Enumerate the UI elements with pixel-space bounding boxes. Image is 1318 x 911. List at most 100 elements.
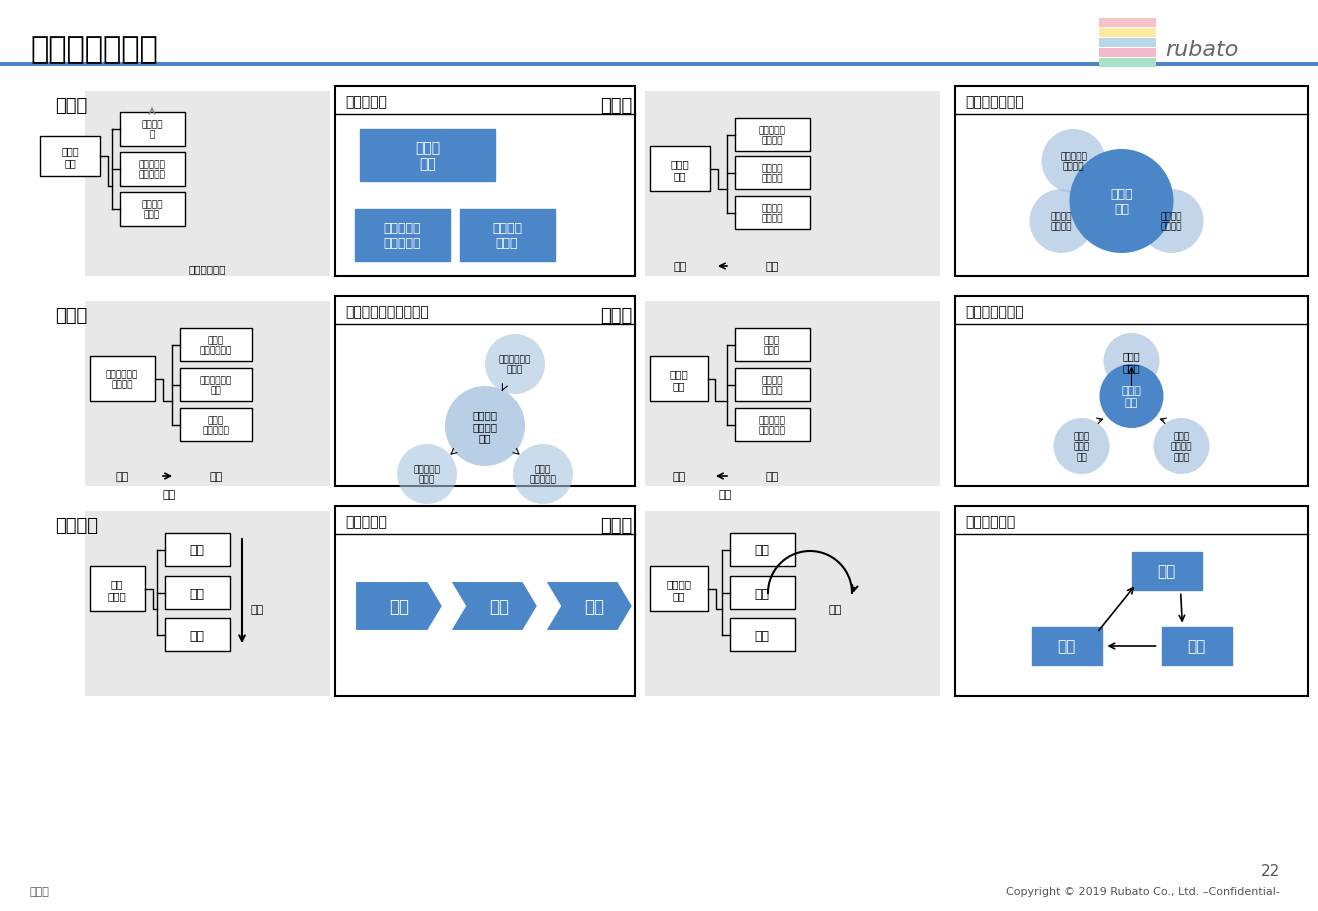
FancyBboxPatch shape [1099,49,1156,58]
Text: 基本図解（例）: 基本図解（例） [30,36,158,65]
Text: 実施: 実施 [190,629,204,641]
Text: 改善サイ
クル: 改善サイ クル [667,578,692,600]
Text: 時間: 時間 [250,604,264,614]
FancyBboxPatch shape [735,118,811,152]
Text: 営業の
課題: 営業の 課題 [415,140,440,171]
FancyBboxPatch shape [120,193,185,227]
Text: フロー型: フロー型 [55,517,98,535]
Text: 準備: 準備 [489,598,509,615]
Bar [0,63,1318,67]
FancyBboxPatch shape [735,329,811,362]
Text: ネット
バンキング: ネット バンキング [203,415,229,435]
Text: 売上低下の背景: 売上低下の背景 [965,95,1024,109]
Text: ネットショッ
ピング: ネットショッ ピング [500,355,531,374]
Text: 競合商品
の値下げ: 競合商品 の値下げ [762,164,783,183]
Text: rubato: rubato [1165,40,1239,60]
FancyBboxPatch shape [335,507,635,696]
Text: 商品開発
の課題: 商品開発 の課題 [141,200,162,220]
Text: 新商品投
入の遅れ: 新商品投 入の遅れ [762,376,783,395]
Polygon shape [449,581,538,631]
FancyBboxPatch shape [335,87,635,277]
FancyBboxPatch shape [181,408,252,442]
FancyBboxPatch shape [460,210,555,261]
Text: インターネッ
トの普及: インターネッ トの普及 [105,370,138,389]
Circle shape [1103,333,1160,390]
Bar [84,302,330,486]
Text: 商品開発
の課題: 商品開発 の課題 [492,221,522,250]
Text: 営業員
の削減: 営業員 の削減 [764,336,780,355]
Text: 時間: 時間 [718,489,731,499]
Text: 反省: 反省 [1057,639,1075,654]
Circle shape [1053,418,1110,475]
Text: インターネットの影響: インターネットの影響 [345,304,428,319]
Text: ネット
ショッピング: ネット ショッピング [200,336,232,355]
Text: 売上の
低下: 売上の 低下 [1110,188,1132,216]
Text: 列挙型: 列挙型 [55,97,87,115]
FancyBboxPatch shape [1131,552,1202,590]
FancyBboxPatch shape [165,577,231,609]
FancyBboxPatch shape [956,87,1307,277]
Text: 計画: 計画 [754,544,770,557]
FancyBboxPatch shape [335,297,635,486]
Bar [84,511,330,696]
Text: 売上減少の原因: 売上減少の原因 [965,304,1024,319]
Text: 社内の課題: 社内の課題 [345,95,387,109]
FancyBboxPatch shape [165,619,231,651]
Circle shape [1153,418,1210,475]
Text: 実施: 実施 [584,598,604,615]
Text: 作業
フロー: 作業 フロー [108,578,127,600]
Text: 営業員
の削減: 営業員 の削減 [1123,351,1140,373]
FancyBboxPatch shape [730,577,795,609]
Text: 社内の
課題: 社内の 課題 [61,146,79,168]
Text: マーケティ
ングの課題: マーケティ ングの課題 [138,160,166,179]
Circle shape [397,445,457,505]
Circle shape [1099,364,1164,428]
Text: 結果: 結果 [673,261,687,271]
Bar [645,511,940,696]
Text: 実行: 実行 [1188,639,1206,654]
Text: 売上の
減少: 売上の 減少 [670,369,688,391]
Text: 音楽・映像の
配信: 音楽・映像の 配信 [200,376,232,395]
Text: 改善サイクル: 改善サイクル [965,515,1015,528]
FancyBboxPatch shape [360,130,496,182]
Text: 原因: 原因 [766,472,779,482]
Text: 競合の
新商品リ
リース: 競合の 新商品リ リース [1170,432,1193,461]
FancyBboxPatch shape [735,197,811,230]
Bar [645,302,940,486]
FancyBboxPatch shape [1099,39,1156,48]
FancyBboxPatch shape [1161,628,1231,665]
Text: 売上の
減少: 売上の 減少 [1122,385,1141,407]
Text: 原因: 原因 [766,261,779,271]
Text: Copyright © 2019 Rubato Co., Ltd. –Confidential-: Copyright © 2019 Rubato Co., Ltd. –Confi… [1006,886,1280,896]
Text: 計画: 計画 [389,598,409,615]
FancyBboxPatch shape [181,369,252,402]
Text: 競合の新
商品発売: 競合の新 商品発売 [1161,212,1182,231]
FancyBboxPatch shape [120,153,185,187]
FancyBboxPatch shape [90,356,156,402]
FancyBboxPatch shape [650,567,708,611]
FancyBboxPatch shape [956,507,1307,696]
FancyBboxPatch shape [355,210,449,261]
Text: 競合の新
商品発売: 競合の新 商品発売 [762,204,783,223]
Text: マーケティ
ングの課題: マーケティ ングの課題 [384,221,420,250]
Text: 営業の課
題: 営業の課 題 [141,120,162,139]
FancyBboxPatch shape [120,113,185,147]
FancyBboxPatch shape [735,157,811,189]
FancyBboxPatch shape [1099,19,1156,28]
Text: 新商品
投入の
遅れ: 新商品 投入の 遅れ [1073,432,1090,461]
FancyBboxPatch shape [730,534,795,567]
Text: 結果: 結果 [672,472,685,482]
Text: 実行: 実行 [754,587,770,599]
FancyBboxPatch shape [735,369,811,402]
FancyBboxPatch shape [1099,59,1156,68]
Bar [645,92,940,277]
Text: インター
ネットの
普及: インター ネットの 普及 [472,410,497,443]
FancyBboxPatch shape [90,567,145,611]
Text: 計画: 計画 [1157,564,1176,578]
Circle shape [1140,189,1203,254]
Text: 出所：: 出所： [30,886,50,896]
Text: 拡散型: 拡散型 [55,307,87,324]
Text: 音楽・映像
の配信: 音楽・映像 の配信 [414,465,440,484]
FancyBboxPatch shape [735,408,811,442]
Text: 新商品の発
売の遅れ: 新商品の発 売の遅れ [759,126,786,146]
